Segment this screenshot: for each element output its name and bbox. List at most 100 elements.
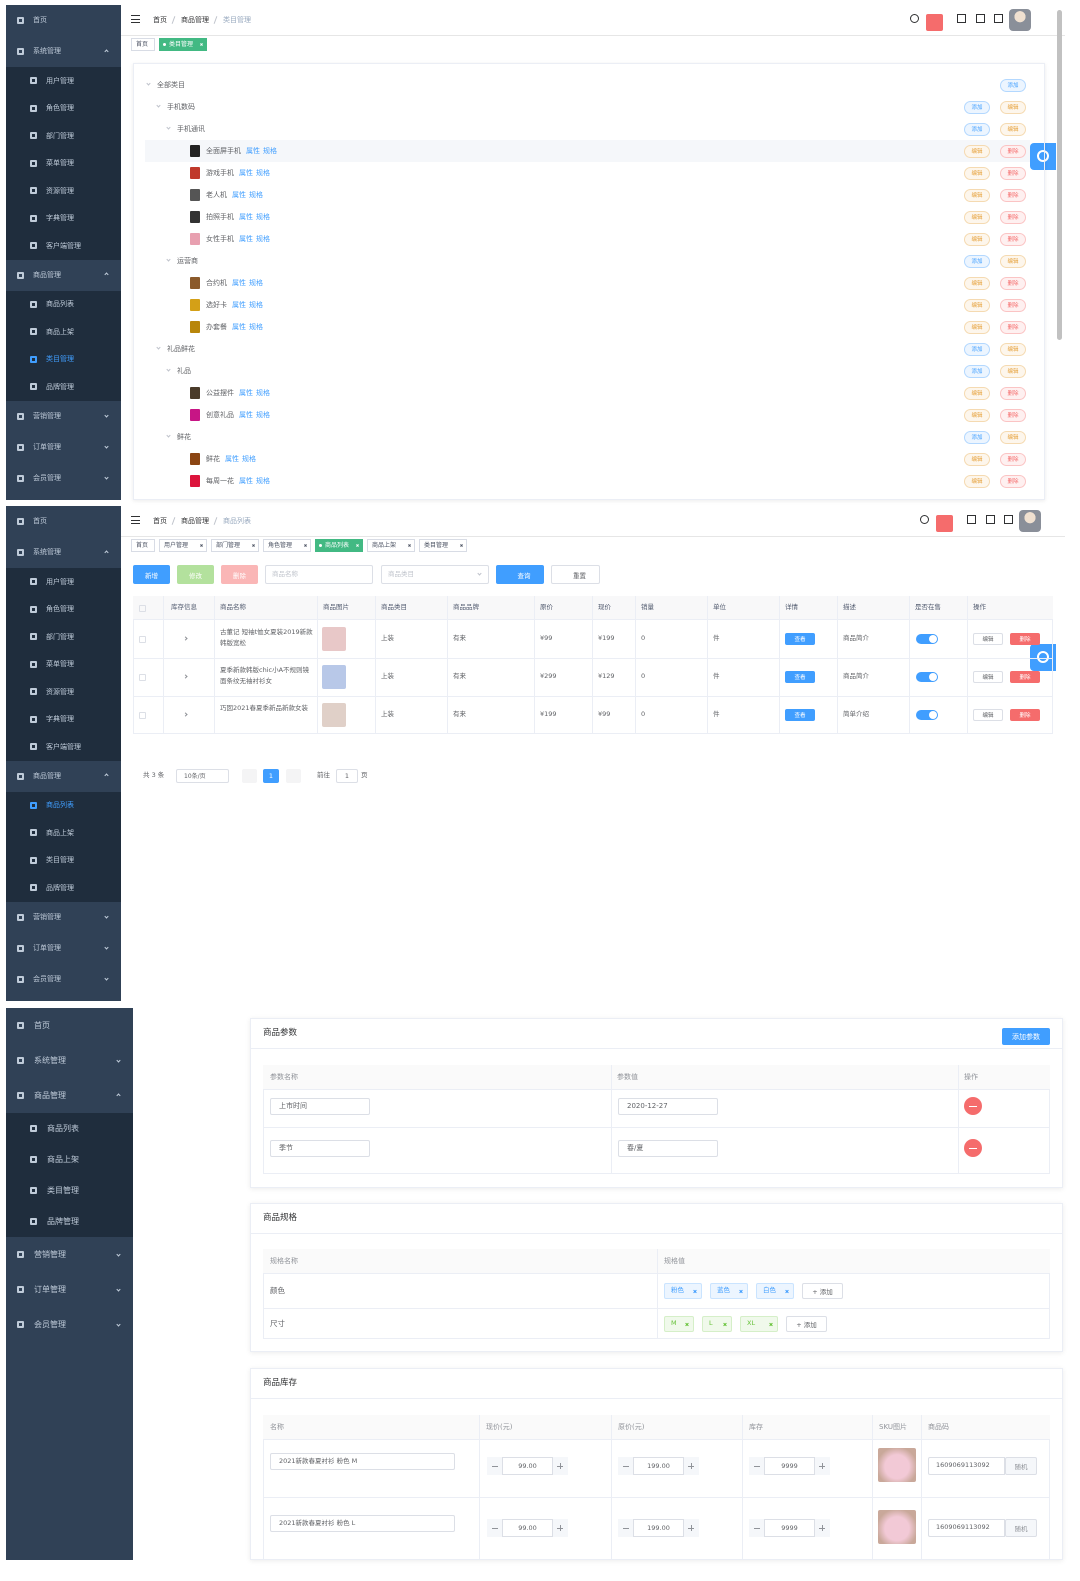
menu-item[interactable] xyxy=(6,1307,133,1342)
menu-item[interactable] xyxy=(6,1008,133,1043)
menu-item[interactable] xyxy=(6,506,121,537)
tree-node-label[interactable]: 手机数码 xyxy=(167,102,195,111)
menu-item[interactable] xyxy=(6,5,121,36)
tab[interactable] xyxy=(211,539,259,552)
page-size-select[interactable] xyxy=(176,769,229,783)
menu-item[interactable] xyxy=(6,623,121,651)
edit-button[interactable]: 修改 xyxy=(177,565,214,584)
tree-link[interactable]: 规格 xyxy=(256,389,270,397)
fullscreen-icon[interactable] xyxy=(957,14,966,23)
param-name-input[interactable] xyxy=(270,1139,370,1157)
tree-link[interactable]: 规格 xyxy=(256,477,270,485)
tree-link[interactable]: 规格 xyxy=(256,169,270,177)
menu-item[interactable] xyxy=(6,963,121,995)
menu-item[interactable] xyxy=(6,149,121,177)
tree-edit-button[interactable]: 编辑 xyxy=(964,408,990,422)
add-button[interactable]: 新增 xyxy=(133,565,170,584)
checkbox[interactable] xyxy=(139,711,146,719)
reset-button[interactable]: 重置 xyxy=(551,565,600,584)
menu-item[interactable] xyxy=(6,791,121,819)
edit-button[interactable]: 编辑 xyxy=(973,709,1003,721)
edit-button[interactable]: 编辑 xyxy=(973,671,1003,683)
menu-item[interactable] xyxy=(6,650,121,678)
tree-add-button[interactable]: 添加 xyxy=(964,100,990,114)
menu-item[interactable] xyxy=(6,232,121,260)
tree-link[interactable]: 规格 xyxy=(256,235,270,243)
font-size-icon[interactable] xyxy=(986,515,995,524)
tree-delete-button[interactable]: 删除 xyxy=(1000,298,1026,312)
tree-edit-button[interactable]: 编辑 xyxy=(964,320,990,334)
name-input[interactable] xyxy=(265,565,373,584)
tree-edit-button[interactable]: 编辑 xyxy=(1000,100,1026,114)
delete-button[interactable]: 删除 xyxy=(1010,709,1040,721)
tree-edit-button[interactable]: 编辑 xyxy=(964,144,990,158)
menu-item[interactable] xyxy=(6,901,121,933)
tab-label[interactable]: 首页 xyxy=(136,41,149,48)
detail-button[interactable]: 查看 xyxy=(785,671,815,683)
tree-link[interactable]: 规格 xyxy=(249,191,263,199)
tree-node-label[interactable]: 鲜花 xyxy=(177,432,191,441)
breadcrumb-item[interactable]: 商品管理 xyxy=(181,15,209,24)
number-value[interactable]: 9999 xyxy=(781,1462,798,1470)
lang-icon[interactable] xyxy=(1004,515,1013,524)
number-value[interactable]: 199.00 xyxy=(647,1462,670,1470)
tree-add-button[interactable]: 添加 xyxy=(964,122,990,136)
tree-node-label[interactable]: 办套餐 xyxy=(206,323,227,331)
number-value[interactable]: 99.00 xyxy=(518,1462,537,1470)
menu-item[interactable] xyxy=(6,1206,133,1237)
tree-delete-button[interactable]: 删除 xyxy=(1000,320,1026,334)
tree-edit-button[interactable]: 编辑 xyxy=(964,386,990,400)
tree-delete-button[interactable]: 删除 xyxy=(1000,166,1026,180)
menu-item[interactable] xyxy=(6,705,121,733)
tree-link[interactable]: 属性 xyxy=(232,191,246,199)
menu-item[interactable] xyxy=(6,846,121,874)
delete-button[interactable]: 删除 xyxy=(1010,671,1040,683)
menu-item[interactable] xyxy=(6,259,121,291)
fullscreen-icon[interactable] xyxy=(967,515,976,524)
avatar[interactable] xyxy=(1019,510,1041,532)
breadcrumb-item[interactable]: 商品管理 xyxy=(181,516,209,525)
tree-edit-button[interactable]: 编辑 xyxy=(964,298,990,312)
tree-node-label[interactable]: 礼品鲜花 xyxy=(167,344,195,353)
tree-link[interactable]: 属性 xyxy=(232,301,246,309)
tab[interactable] xyxy=(131,38,155,51)
menu-item[interactable] xyxy=(6,1144,133,1175)
tree-node-label[interactable]: 公益摆件 xyxy=(206,389,234,397)
random-button[interactable]: 随机 xyxy=(1005,1457,1037,1475)
tree-link[interactable]: 属性 xyxy=(225,455,239,463)
menu-item[interactable] xyxy=(6,874,121,902)
tree-node-label[interactable]: 礼品 xyxy=(177,366,191,375)
sku-name-input[interactable] xyxy=(270,1453,455,1470)
font-size-icon[interactable] xyxy=(976,14,985,23)
tree-add-button[interactable]: 添加 xyxy=(964,254,990,268)
menu-item[interactable] xyxy=(6,204,121,232)
menu-item[interactable] xyxy=(6,345,121,373)
delete-button[interactable]: 删除 xyxy=(221,565,258,584)
menu-item[interactable] xyxy=(6,1272,133,1307)
tab[interactable] xyxy=(159,539,207,552)
tree-edit-button[interactable]: 编辑 xyxy=(1000,430,1026,444)
tree-delete-button[interactable]: 删除 xyxy=(1000,452,1026,466)
tree-node-label[interactable]: 游戏手机 xyxy=(206,169,234,177)
tree-node-label[interactable]: 每周一花 xyxy=(206,477,234,485)
tab[interactable] xyxy=(159,38,207,51)
menu-item[interactable] xyxy=(6,568,121,596)
tree-link[interactable]: 规格 xyxy=(242,455,256,463)
menu-item[interactable] xyxy=(6,67,121,95)
tree-link[interactable]: 属性 xyxy=(232,279,246,287)
tree-edit-button[interactable]: 编辑 xyxy=(964,474,990,488)
menu-item[interactable] xyxy=(6,595,121,623)
tree-link[interactable]: 规格 xyxy=(256,411,270,419)
category-select[interactable] xyxy=(381,565,489,584)
param-value-input[interactable] xyxy=(618,1097,718,1115)
menu-item[interactable] xyxy=(6,94,121,122)
tree-delete-button[interactable]: 删除 xyxy=(1000,276,1026,290)
tree-node-label[interactable]: 手机通讯 xyxy=(177,124,205,133)
menu-item[interactable] xyxy=(6,373,121,401)
menu-item[interactable] xyxy=(6,932,121,964)
param-value-input[interactable] xyxy=(618,1139,718,1157)
detail-button[interactable]: 查看 xyxy=(785,633,815,645)
message-icon[interactable] xyxy=(926,14,943,31)
tab[interactable] xyxy=(131,539,155,552)
tab[interactable] xyxy=(263,539,311,552)
